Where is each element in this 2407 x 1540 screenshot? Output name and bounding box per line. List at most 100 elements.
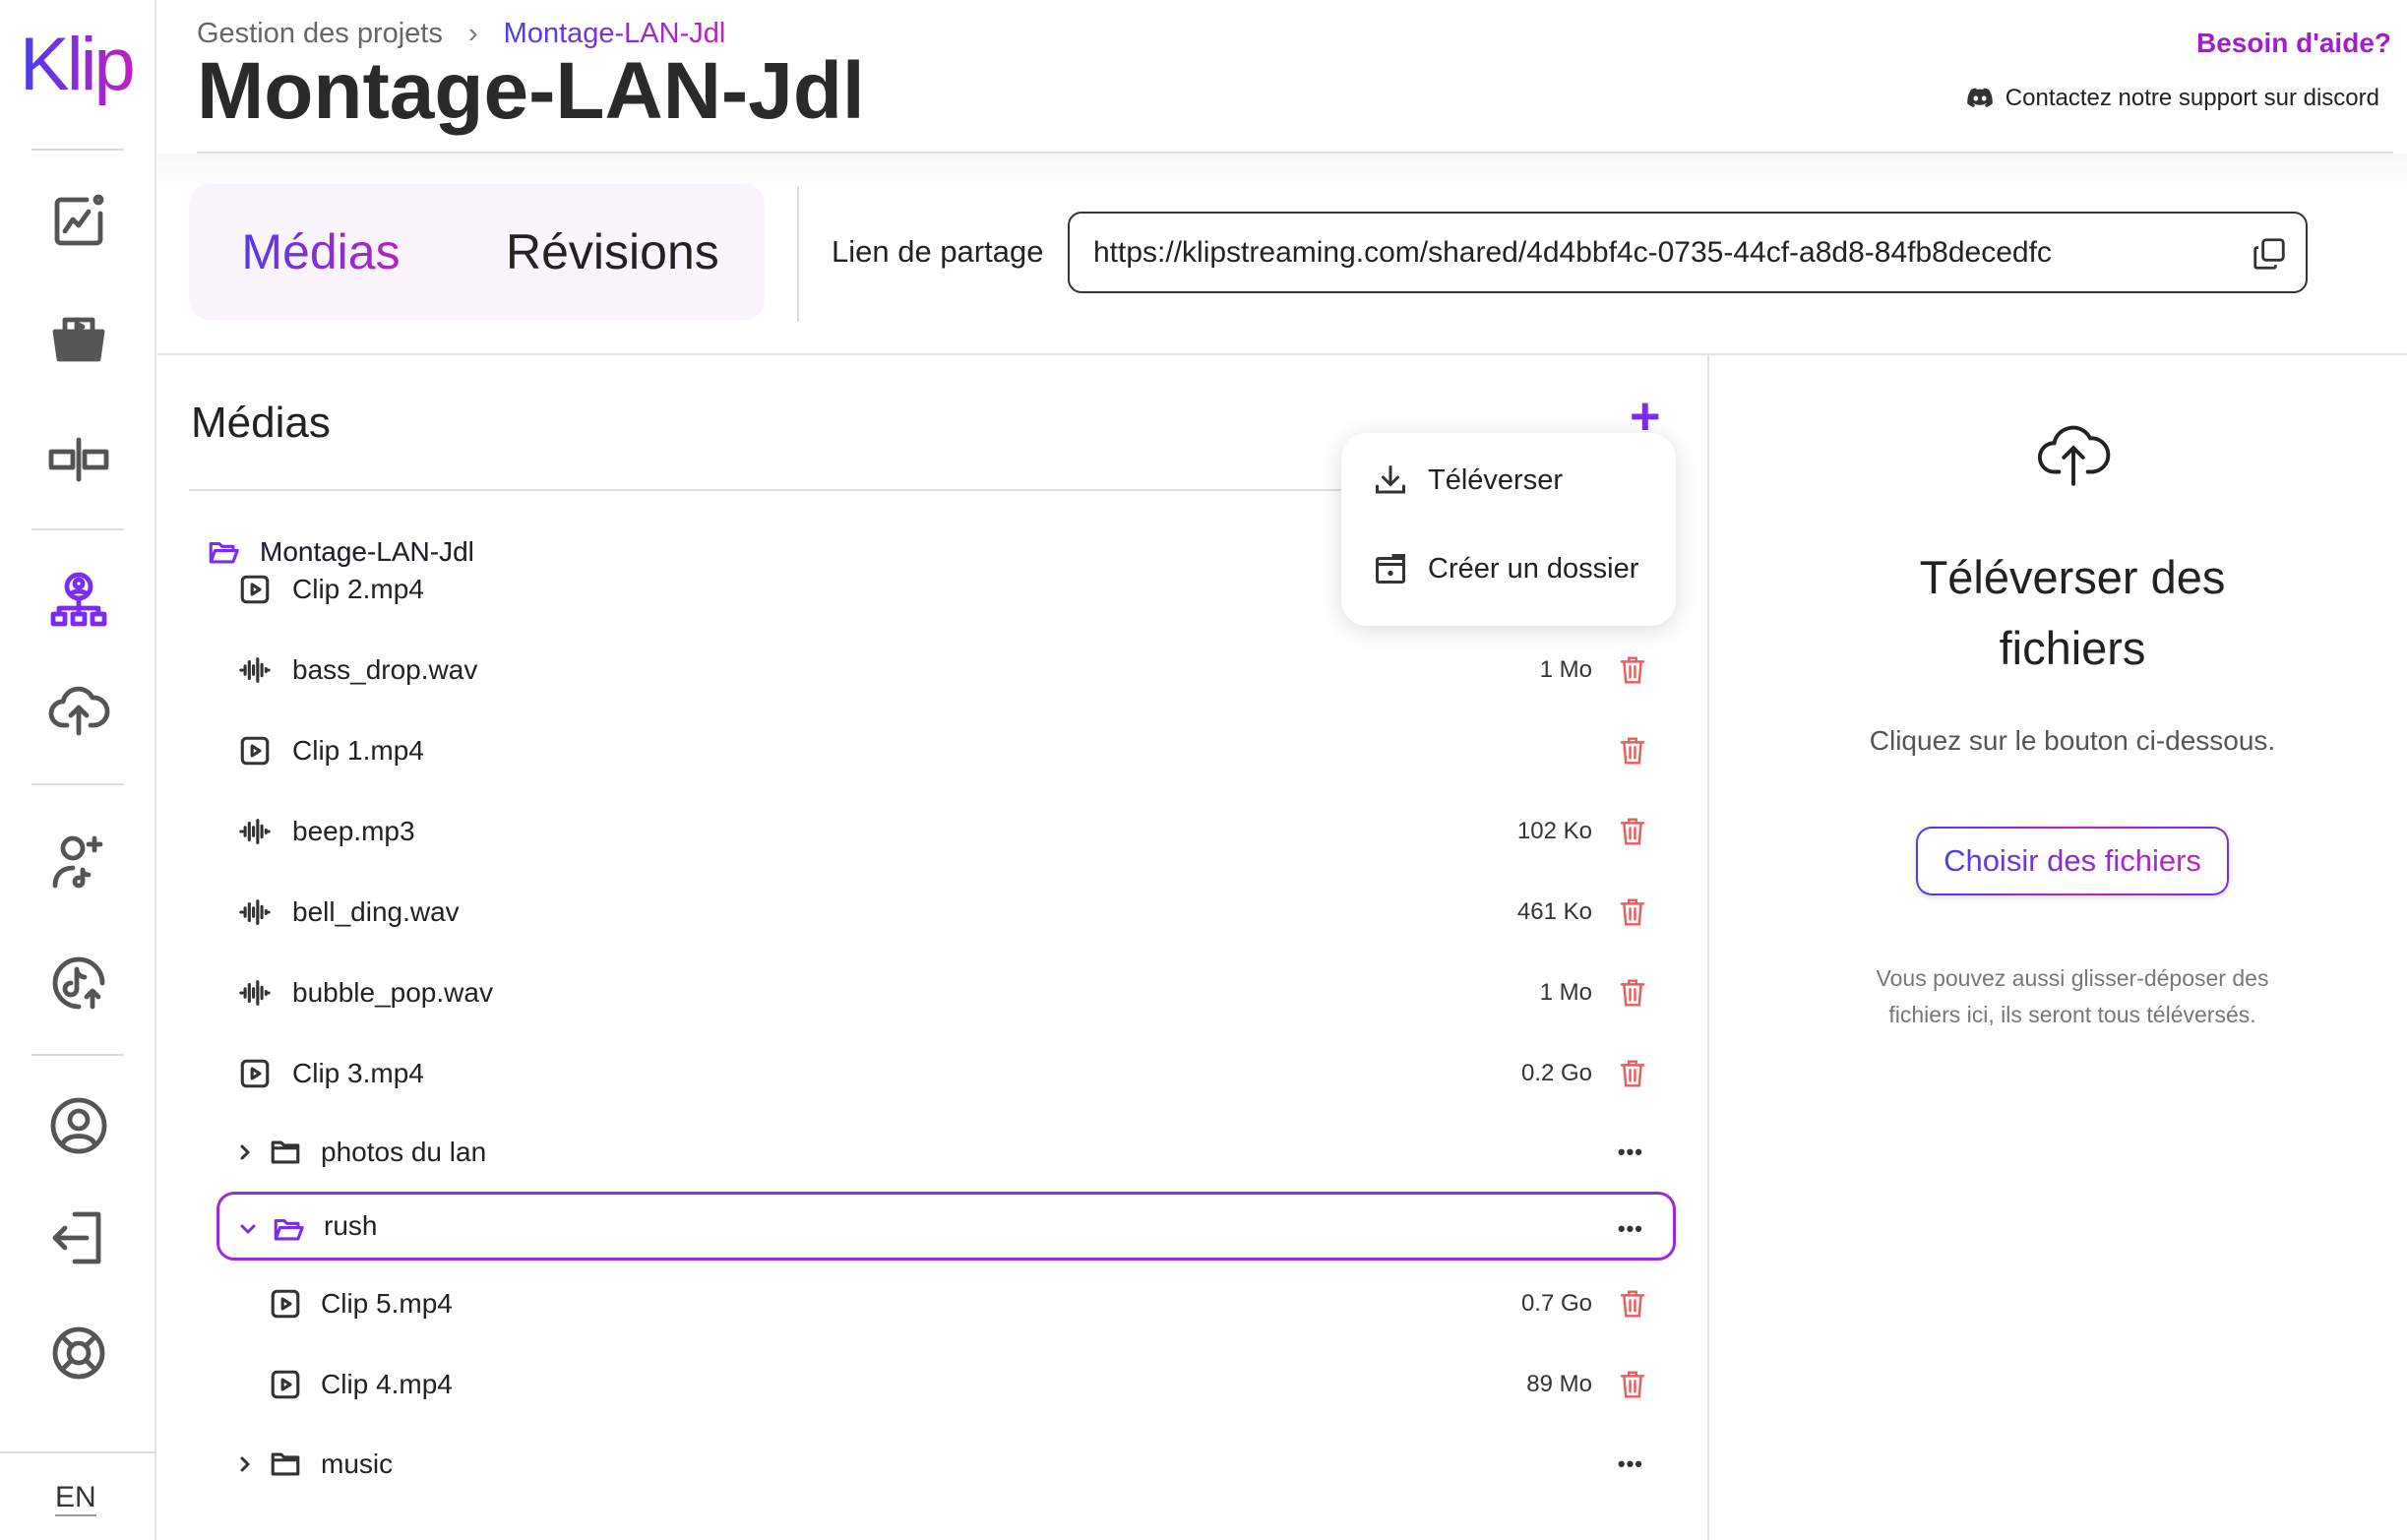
more-options-button[interactable]: ••• [1617, 1140, 1643, 1164]
trash-icon[interactable] [1618, 1058, 1647, 1089]
trash-icon[interactable] [1618, 977, 1647, 1009]
copy-icon[interactable] [2251, 235, 2288, 273]
language-switch[interactable]: EN [55, 1481, 96, 1516]
file-size: 1 Mo [1539, 656, 1592, 683]
logo[interactable]: Klip [20, 23, 136, 106]
menu-item-upload-label: Téléverser [1428, 463, 1563, 496]
upload-subtitle: Cliquez sur le bouton ci-dessous. [1869, 725, 2276, 756]
choose-files-button[interactable]: Choisir des fichiers [1916, 827, 2229, 895]
page-title: Montage-LAN-Jdl [197, 46, 865, 136]
trash-icon[interactable] [1618, 1288, 1647, 1320]
file-row[interactable]: Clip 1.mp4 [197, 716, 1673, 785]
trash-icon[interactable] [1618, 816, 1647, 847]
split-editor-icon[interactable] [43, 424, 114, 495]
sidebar: Klip EN [0, 0, 156, 1540]
folder-name: rush [324, 1210, 378, 1241]
video-file-icon [269, 1368, 302, 1401]
upload-note-line2: fichiers ici, ils seront tous téléversés… [1888, 1002, 2256, 1027]
chevron-right-icon[interactable] [233, 1140, 257, 1164]
upload-title: Téléverser des fichiers [1709, 542, 2407, 684]
folder-name: photos du lan [321, 1137, 487, 1167]
media-heading: Médias [191, 399, 331, 447]
file-size: 102 Ko [1516, 818, 1592, 844]
file-row[interactable]: bell_ding.wav 461 Ko [197, 878, 1673, 947]
upload-note-line1: Vous pouvez aussi glisser-déposer des [1876, 965, 2269, 991]
share-link-field[interactable]: https://klipstreaming.com/shared/4d4bbf4… [1068, 212, 2308, 293]
divider [31, 1054, 124, 1056]
account-icon[interactable] [43, 1090, 114, 1161]
trash-icon[interactable] [1618, 1369, 1647, 1400]
discord-support-link[interactable]: Contactez notre support sur discord [1966, 85, 2379, 112]
folder-row[interactable]: photos du lan ••• [197, 1118, 1673, 1187]
file-name: Clip 1.mp4 [292, 735, 424, 766]
folder-name: music [321, 1448, 394, 1479]
menu-item-upload[interactable]: Téléverser [1373, 462, 1563, 498]
file-size: 0.2 Go [1520, 1060, 1592, 1086]
tabs: Médias Révisions [189, 184, 765, 320]
project-tree-icon[interactable] [43, 565, 114, 636]
file-row[interactable]: Clip 3.mp4 0.2 Go [197, 1039, 1673, 1108]
help-title[interactable]: Besoin d'aide? [2195, 28, 2391, 58]
tiktok-upload-icon[interactable] [43, 948, 114, 1018]
more-options-button[interactable]: ••• [1617, 1216, 1643, 1241]
file-row[interactable]: Clip 5.mp4 0.7 Go [197, 1269, 1673, 1338]
root-folder-name: Montage-LAN-Jdl [260, 536, 474, 567]
file-size: 461 Ko [1516, 898, 1592, 925]
video-folder-icon[interactable] [43, 304, 114, 375]
trash-icon[interactable] [1618, 654, 1647, 686]
support-icon[interactable] [43, 1318, 114, 1388]
file-row[interactable]: bubble_pop.wav 1 Mo [197, 958, 1673, 1027]
breadcrumb-separator: › [467, 18, 478, 49]
chevron-right-icon[interactable] [233, 1452, 257, 1476]
download-icon [1376, 465, 1405, 494]
file-name: Clip 5.mp4 [321, 1288, 453, 1319]
audio-file-icon [238, 815, 272, 848]
upload-title-line2: fichiers [1999, 622, 2146, 674]
menu-item-create-folder-label: Créer un dossier [1428, 552, 1639, 585]
discord-support-text: Contactez notre support sur discord [2005, 85, 2379, 111]
file-size: 89 Mo [1526, 1371, 1592, 1397]
audio-file-icon [238, 976, 272, 1010]
folder-row[interactable]: music ••• [197, 1430, 1673, 1499]
cloud-upload-icon[interactable] [43, 674, 114, 745]
new-folder-icon [1376, 554, 1405, 584]
folder-row[interactable]: rush ••• [216, 1192, 1676, 1261]
tab-revisions[interactable]: Révisions [506, 224, 719, 279]
breadcrumb-parent[interactable]: Gestion des projets [197, 18, 443, 49]
root-folder[interactable]: Montage-LAN-Jdl [197, 518, 1673, 586]
divider [797, 186, 799, 322]
cloud-upload-icon [2038, 425, 2111, 486]
trash-icon[interactable] [1618, 896, 1647, 928]
add-user-tiktok-icon[interactable] [43, 827, 114, 897]
add-menu: Téléverser Créer un dossier [1341, 433, 1676, 626]
trash-icon[interactable] [1618, 735, 1647, 767]
file-name: bass_drop.wav [292, 654, 478, 685]
audio-file-icon [238, 895, 272, 929]
video-file-icon [238, 573, 272, 606]
upload-title-line1: Téléverser des [1919, 551, 2226, 603]
menu-item-create-folder[interactable]: Créer un dossier [1373, 551, 1638, 586]
choose-files-label: Choisir des fichiers [1944, 843, 2201, 878]
tab-medias[interactable]: Médias [222, 210, 419, 294]
file-name: Clip 3.mp4 [292, 1058, 424, 1088]
file-row[interactable]: bass_drop.wav 1 Mo [197, 636, 1673, 705]
section-divider [157, 353, 2407, 355]
logout-icon[interactable] [43, 1202, 114, 1273]
file-row[interactable]: Clip 4.mp4 89 Mo [197, 1350, 1673, 1419]
analytics-icon[interactable] [43, 186, 114, 257]
folder-icon [269, 1136, 302, 1169]
file-name: Clip 4.mp4 [321, 1369, 453, 1399]
more-options-button[interactable]: ••• [1617, 1451, 1643, 1476]
chevron-down-icon[interactable] [236, 1217, 260, 1241]
audio-file-icon [238, 653, 272, 687]
header-divider [197, 152, 2393, 154]
upload-panel: Téléverser des fichiers Cliquez sur le b… [1709, 355, 2407, 1540]
panel-divider [1707, 355, 1709, 1540]
divider [31, 149, 124, 151]
discord-icon [1967, 88, 1993, 107]
file-row[interactable]: beep.mp3 102 Ko [197, 797, 1673, 866]
folder-icon [269, 1448, 302, 1481]
video-file-icon [269, 1287, 302, 1321]
open-folder-icon [272, 1212, 305, 1246]
divider [0, 1451, 156, 1453]
